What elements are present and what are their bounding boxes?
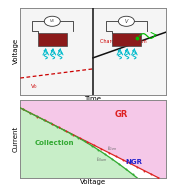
Circle shape	[44, 16, 60, 26]
Text: V$_0$: V$_0$	[30, 82, 39, 91]
Text: $I_{Gen}$: $I_{Gen}$	[107, 144, 118, 153]
Text: $V$: $V$	[124, 17, 129, 25]
X-axis label: Time: Time	[84, 96, 101, 102]
FancyBboxPatch shape	[38, 33, 67, 46]
X-axis label: Voltage: Voltage	[80, 179, 106, 185]
Text: Charge Generation: Charge Generation	[100, 39, 147, 44]
FancyBboxPatch shape	[112, 33, 141, 46]
Y-axis label: Current: Current	[13, 126, 19, 152]
Circle shape	[118, 16, 134, 26]
Text: $I_{illum}$: $I_{illum}$	[96, 155, 107, 163]
Text: $V_0$: $V_0$	[49, 18, 55, 25]
Y-axis label: Voltage: Voltage	[13, 38, 19, 64]
Text: GR: GR	[115, 110, 128, 119]
Text: NGR: NGR	[125, 159, 142, 165]
Text: Collection: Collection	[35, 140, 74, 146]
